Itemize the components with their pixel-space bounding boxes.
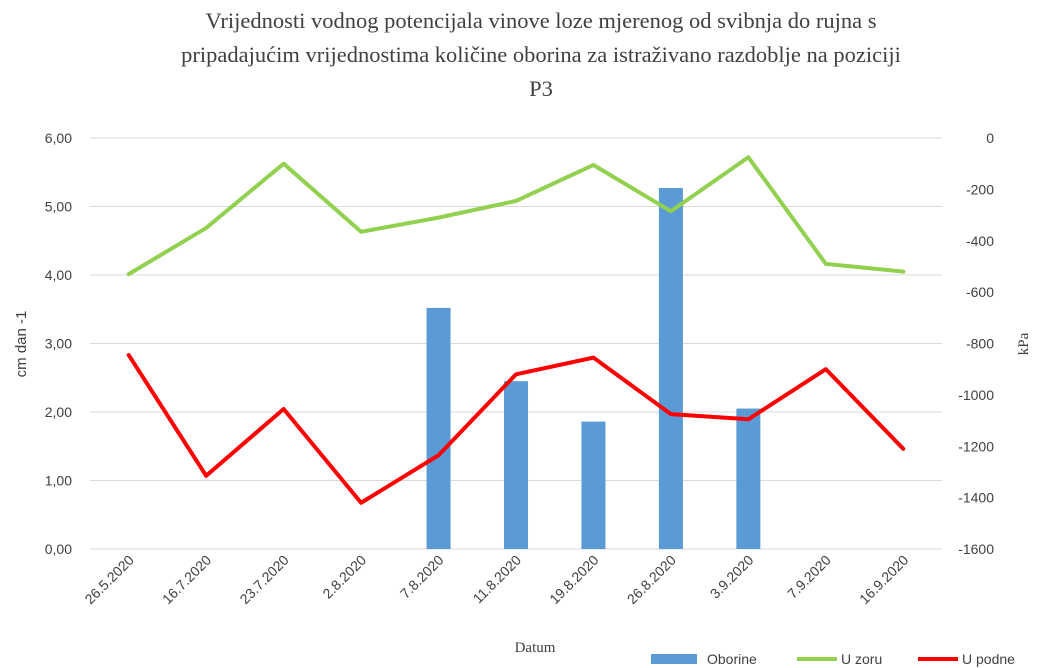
right-tick-label: -1200 [958,438,994,454]
bar-oborine [426,307,451,549]
left-tick-label: 4,00 [45,267,72,283]
x-tick-label: 3.9.2020 [707,552,757,602]
x-axis-title: Datum [515,640,556,656]
chart-title-line-1: Vrijednosti vodnog potencijala vinove lo… [205,8,876,33]
x-tick-label: 2.8.2020 [319,552,369,602]
left-tick-label: 1,00 [45,473,72,489]
left-axis-title: cm dan -1 [13,311,30,378]
bar-series [426,188,761,549]
bar-oborine [503,381,529,549]
right-tick-label: -800 [966,336,994,352]
left-tick-label: 2,00 [45,404,72,420]
x-tick-label: 19.8.2020 [546,552,602,608]
legend-label: U podne [962,651,1015,667]
right-axis-ticks: -1600 -1400 -1200 -1000 -800 -600 -400 -200 0 [958,130,994,557]
chart-title: Vrijednosti vodnog potencijala vinove lo… [181,8,901,101]
x-tick-label: 26.5.2020 [81,552,137,608]
left-tick-label: 0,00 [45,541,72,557]
x-tick-label: 7.8.2020 [397,552,447,602]
right-axis-title: kPa [1016,332,1032,355]
x-tick-label: 16.7.2020 [159,552,215,608]
right-tick-label: -600 [966,284,994,300]
left-tick-label: 6,00 [45,130,72,146]
bar-oborine [736,408,761,549]
right-tick-label: -400 [966,233,994,249]
line-u-podne [126,353,906,505]
chart-title-line-2: pripadajućim vrijednostima količine obor… [181,42,901,67]
bar-oborine [658,188,683,549]
left-axis-ticks: 0,00 1,00 2,00 3,00 4,00 5,00 6,00 [45,130,72,557]
right-tick-label: -1000 [958,387,994,403]
bar-oborine [581,421,606,549]
x-tick-label: 26.8.2020 [624,552,680,608]
right-tick-label: -200 [966,181,994,197]
x-tick-label: 23.7.2020 [236,552,292,608]
chart-title-line-3: P3 [529,76,553,101]
legend-swatch-oborine [651,654,697,664]
left-tick-label: 3,00 [45,336,72,352]
right-tick-label: -1600 [958,541,994,557]
line-series [126,155,906,505]
right-tick-label: 0 [986,130,994,146]
x-tick-label: 11.8.2020 [469,552,524,607]
line-u-zoru [126,155,906,277]
legend: Oborine U zoru U podne [651,651,1015,667]
x-axis-ticks: 26.5.2020 16.7.2020 23.7.2020 2.8.2020 7.8.2… [81,552,911,608]
left-tick-label: 5,00 [45,199,72,215]
x-tick-label: 16.9.2020 [856,552,912,608]
legend-label: Oborine [707,651,757,667]
x-tick-label: 7.9.2020 [784,552,834,602]
legend-label: U zoru [841,651,882,667]
right-tick-label: -1400 [958,490,994,506]
